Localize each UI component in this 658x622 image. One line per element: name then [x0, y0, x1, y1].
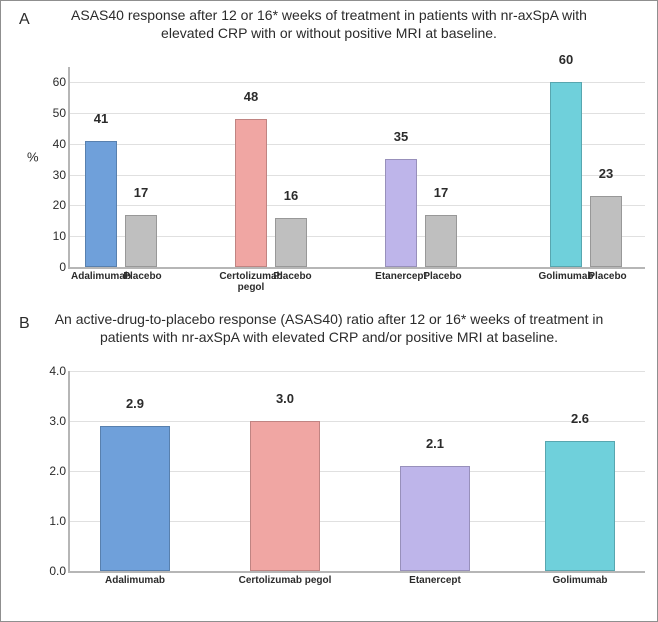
y-tick-label: 40	[42, 137, 66, 151]
drug-bar	[550, 82, 582, 267]
ratio-x-label: Etanercept	[370, 575, 500, 586]
panel-b-title: An active-drug-to-placebo response (ASAS…	[53, 311, 605, 346]
y-tick-label: 10	[42, 229, 66, 243]
ratio-value-label: 3.0	[250, 391, 320, 406]
ratio-bar	[545, 441, 615, 571]
ratio-bar	[400, 466, 470, 571]
panel-b-label: B	[19, 315, 30, 333]
panel-a-label: A	[19, 11, 30, 29]
figure-frame: A ASAS40 response after 12 or 16* weeks …	[0, 0, 658, 622]
gridline	[70, 371, 645, 372]
panel-a: A ASAS40 response after 12 or 16* weeks …	[13, 7, 645, 307]
ratio-value-label: 2.9	[100, 396, 170, 411]
placebo-bar	[125, 215, 157, 267]
drug-bar	[235, 119, 267, 267]
placebo-value-label: 16	[275, 188, 307, 203]
placebo-value-label: 17	[425, 185, 457, 200]
placebo-x-label: Placebo	[415, 271, 470, 282]
y-tick-label: 1.0	[36, 514, 66, 528]
y-tick-label: 4.0	[36, 364, 66, 378]
placebo-value-label: 17	[125, 185, 157, 200]
y-tick-label: 0	[42, 260, 66, 274]
panel-a-chart: 01020304050604117AdalimumabPlacebo4816Ce…	[68, 67, 645, 269]
ratio-x-label: Adalimumab	[70, 575, 200, 586]
drug-bar	[85, 141, 117, 267]
placebo-x-label: Placebo	[580, 271, 635, 282]
panel-a-title: ASAS40 response after 12 or 16* weeks of…	[53, 7, 605, 42]
ratio-value-label: 2.6	[545, 411, 615, 426]
ratio-bar	[100, 426, 170, 571]
placebo-bar	[275, 218, 307, 267]
panel-a-ylabel: %	[27, 150, 39, 165]
y-tick-label: 2.0	[36, 464, 66, 478]
ratio-bar	[250, 421, 320, 571]
drug-value-label: 60	[550, 52, 582, 67]
placebo-x-label: Placebo	[265, 271, 320, 282]
drug-value-label: 35	[385, 129, 417, 144]
placebo-bar	[425, 215, 457, 267]
ratio-value-label: 2.1	[400, 436, 470, 451]
drug-value-label: 41	[85, 111, 117, 126]
placebo-value-label: 23	[590, 166, 622, 181]
placebo-bar	[590, 196, 622, 267]
panel-b-chart: 0.01.02.03.04.02.9Adalimumab3.0Certolizu…	[68, 371, 645, 573]
y-tick-label: 50	[42, 106, 66, 120]
drug-bar	[385, 159, 417, 267]
placebo-x-label: Placebo	[115, 271, 170, 282]
panel-b: B An active-drug-to-placebo response (AS…	[13, 311, 645, 611]
y-tick-label: 30	[42, 168, 66, 182]
y-tick-label: 3.0	[36, 414, 66, 428]
y-tick-label: 60	[42, 75, 66, 89]
ratio-x-label: Certolizumab pegol	[220, 575, 350, 586]
y-tick-label: 0.0	[36, 564, 66, 578]
drug-value-label: 48	[235, 89, 267, 104]
ratio-x-label: Golimumab	[515, 575, 645, 586]
y-tick-label: 20	[42, 198, 66, 212]
